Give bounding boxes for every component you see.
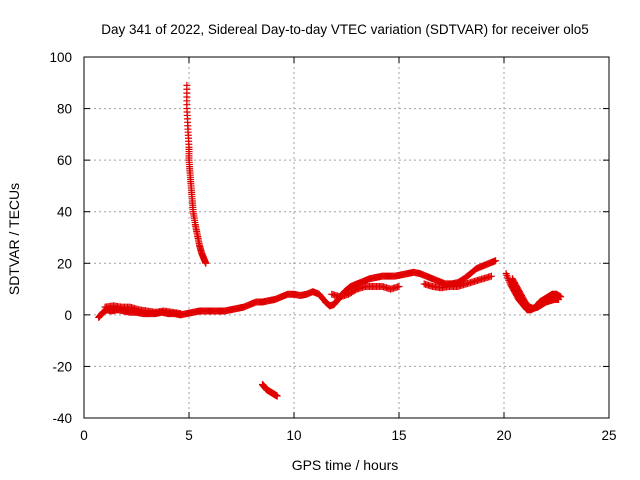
x-tick-label: 5 — [185, 428, 193, 443]
data-point — [487, 272, 495, 280]
x-axis-label: GPS time / hours — [292, 457, 399, 473]
data-points — [95, 81, 565, 400]
y-tick-label: -20 — [52, 359, 72, 374]
y-tick-label: 100 — [49, 50, 72, 65]
x-tick-label: 20 — [496, 428, 511, 443]
x-tick-label: 25 — [601, 428, 616, 443]
y-tick-label: 40 — [57, 205, 72, 220]
y-tick-label: 60 — [57, 153, 72, 168]
y-tick-label: 0 — [64, 308, 72, 323]
chart-title: Day 341 of 2022, Sidereal Day-to-day VTE… — [101, 22, 588, 37]
y-tick-label: 80 — [57, 102, 72, 117]
x-tick-label: 0 — [80, 428, 88, 443]
grid-lines — [84, 57, 609, 418]
data-point — [492, 257, 500, 265]
data-point — [395, 282, 403, 290]
y-tick-label: -40 — [52, 411, 72, 426]
plot-frame — [83, 56, 610, 419]
data-point — [273, 392, 281, 400]
data-point-interp — [504, 273, 511, 281]
x-tick-label: 10 — [286, 428, 301, 443]
x-tick-label: 15 — [391, 428, 406, 443]
data-point — [502, 270, 510, 278]
y-axis-ticks: -40 -20 0 20 40 60 80 100 — [49, 50, 609, 426]
x-axis-ticks: 0 5 10 15 20 25 — [80, 57, 617, 443]
data-point — [555, 295, 563, 303]
data-point-interp — [503, 271, 511, 279]
data-point — [202, 259, 210, 267]
data-point — [177, 310, 185, 318]
y-tick-label: 20 — [57, 256, 72, 271]
y-axis-label: SDTVAR / TECUs — [6, 183, 22, 295]
